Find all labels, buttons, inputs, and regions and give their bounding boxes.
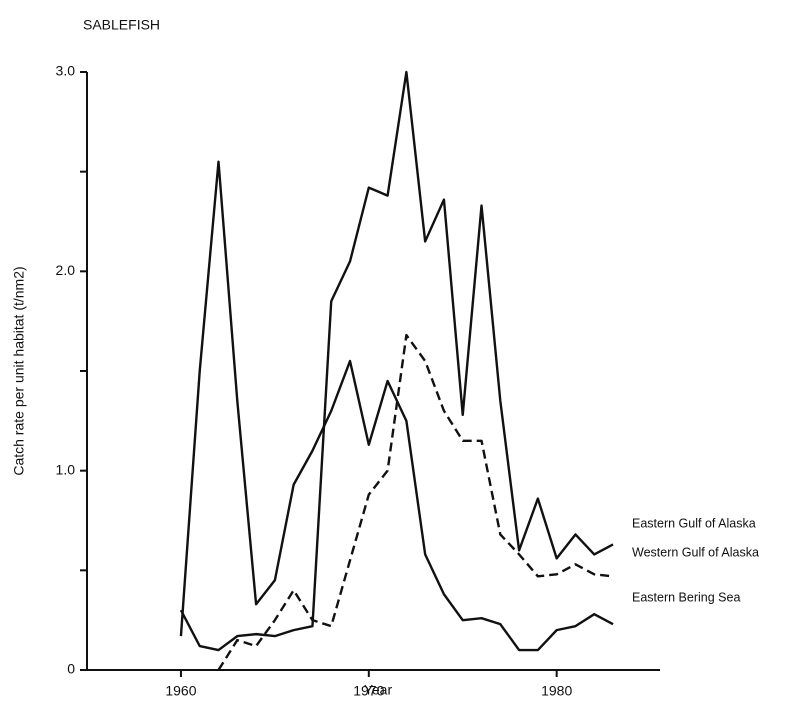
series-line	[217, 333, 614, 671]
x-tick-label: 1960	[165, 683, 196, 699]
series-label: Eastern Gulf of Alaska	[632, 516, 756, 530]
x-tick-label: 1970	[353, 683, 384, 699]
x-tick-label: 1980	[541, 683, 572, 699]
y-tick-label: 3.0	[56, 63, 76, 79]
axes	[86, 72, 660, 671]
x-axis-label: Year	[364, 682, 393, 698]
series-label: Western Gulf of Alaska	[632, 545, 759, 559]
chart-title: SABLEFISH	[83, 17, 160, 33]
series-label: Eastern Bering Sea	[632, 590, 740, 604]
y-tick-label: 0	[67, 661, 75, 677]
y-tick-label: 1.0	[56, 461, 76, 477]
series-line	[179, 70, 614, 652]
y-axis-label: Catch rate per unit habitat (t/nm2)	[11, 266, 27, 475]
series-line	[179, 160, 614, 652]
y-tick-label: 2.0	[56, 262, 76, 278]
